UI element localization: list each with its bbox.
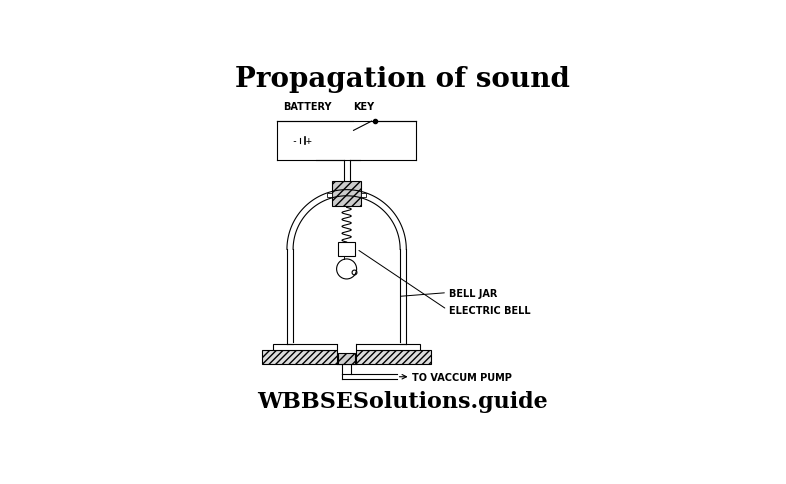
Bar xyxy=(338,242,355,257)
Text: KEY: KEY xyxy=(353,102,374,112)
Text: BATTERY: BATTERY xyxy=(284,102,332,112)
Text: -: - xyxy=(291,136,297,146)
Polygon shape xyxy=(332,182,362,206)
Text: Propagation of sound: Propagation of sound xyxy=(235,66,571,93)
Polygon shape xyxy=(262,350,432,364)
Text: BELL JAR: BELL JAR xyxy=(449,288,497,298)
Bar xyxy=(338,353,355,364)
Bar xyxy=(362,193,365,198)
Text: TO VACCUM PUMP: TO VACCUM PUMP xyxy=(412,372,512,382)
Text: WBBSESolutions.guide: WBBSESolutions.guide xyxy=(258,391,548,412)
Bar xyxy=(327,193,332,198)
Bar xyxy=(337,342,356,364)
Text: ELECTRIC BELL: ELECTRIC BELL xyxy=(449,305,531,315)
Bar xyxy=(274,344,420,350)
Text: +: + xyxy=(306,136,311,146)
